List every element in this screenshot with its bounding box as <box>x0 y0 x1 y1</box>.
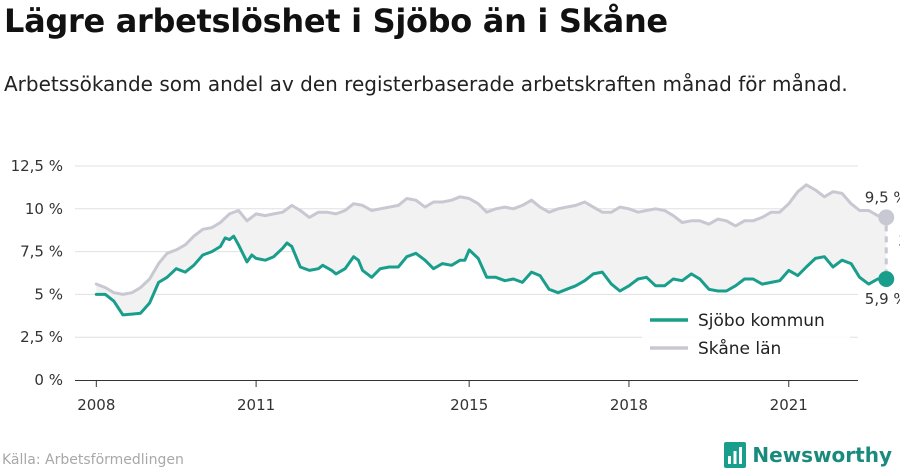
x-tick-label: 2015 <box>450 396 488 414</box>
y-tick-label: 10 % <box>25 200 63 218</box>
y-tick-label: 12,5 % <box>11 157 63 175</box>
data-label-skane: 9,5 % <box>865 188 900 206</box>
difference-band <box>96 184 887 315</box>
legend-label: Skåne län <box>698 338 781 359</box>
end-marker-skane <box>878 209 895 226</box>
difference-label: 3,6 % <box>898 232 900 250</box>
x-tick-label: 2008 <box>77 396 115 414</box>
legend: Sjöbo kommun Skåne län <box>642 302 850 368</box>
data-label-sjobo: 5,9 % <box>865 290 900 308</box>
y-tick-label: 5 % <box>34 285 63 303</box>
x-tick-label: 2011 <box>237 396 275 414</box>
series-line-skane <box>94 183 888 296</box>
series-lines <box>94 183 888 317</box>
x-tick-label: 2018 <box>610 396 648 414</box>
y-tick-label: 7,5 % <box>20 243 63 261</box>
brand-logo: Newsworthy <box>724 442 892 468</box>
chart-title: Lägre arbetslöshet i Sjöbo än i Skåne <box>4 2 668 40</box>
brand-name: Newsworthy <box>752 443 892 467</box>
series-line-sjobo <box>94 234 888 317</box>
difference-band-area <box>96 184 887 315</box>
annotations: 9,5 % 5,9 % 3,6 % <box>865 188 900 308</box>
y-tick-label: 0 % <box>34 371 63 389</box>
y-tick-label: 2,5 % <box>20 328 63 346</box>
axes: 0 % 2,5 % 5 % 7,5 % 10 % 12,5 % 2008 2011 2015 20… <box>11 157 858 414</box>
newsworthy-icon <box>724 442 747 468</box>
end-marker-sjobo <box>878 270 895 287</box>
legend-background <box>642 302 850 368</box>
source-note: Källa: Arbetsförmedlingen <box>2 452 184 468</box>
chart-subtitle: Arbetssökande som andel av den registerb… <box>4 72 848 96</box>
x-tick-label: 2021 <box>770 396 808 414</box>
legend-label: Sjöbo kommun <box>698 311 825 331</box>
